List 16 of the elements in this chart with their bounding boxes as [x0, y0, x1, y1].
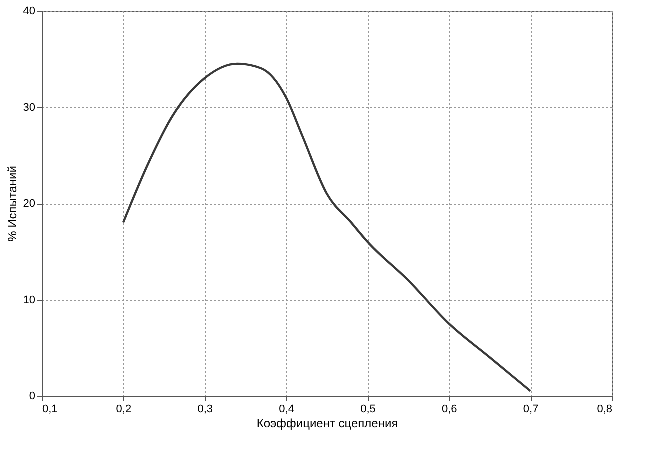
x-tick-label: 0,1 [42, 404, 58, 416]
y-tick-label: 0 [29, 390, 36, 402]
x-tick-label: 0,3 [198, 404, 214, 416]
line-series [122, 62, 532, 392]
y-tick-label: 10 [23, 294, 36, 306]
x-axis-title: Коэффициент сцепления [256, 416, 398, 430]
x-tick-label: 0,7 [523, 404, 539, 416]
y-tick-label: 40 [23, 6, 36, 18]
x-tick-label: 0,6 [442, 404, 458, 416]
y-tick-label: 20 [23, 198, 36, 210]
y-axis-title: % Испытаний [5, 166, 20, 242]
y-tick-label: 30 [23, 102, 36, 114]
x-tick-label: 0,8 [597, 404, 612, 416]
x-tick-label: 0,4 [279, 404, 294, 416]
x-tick-label: 0,5 [360, 404, 376, 416]
x-tick-label: 0,2 [116, 404, 132, 416]
